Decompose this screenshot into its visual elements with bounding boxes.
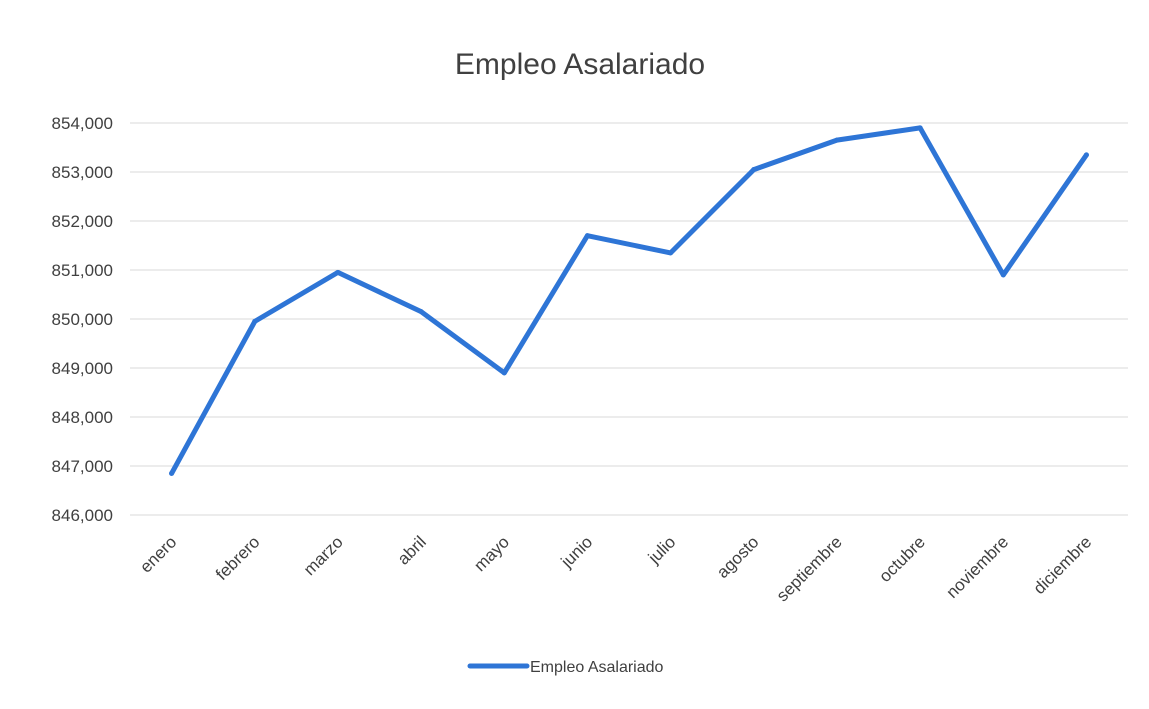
data-point: [335, 269, 341, 275]
chart-title: Empleo Asalariado: [455, 48, 705, 81]
x-tick-label: julio: [644, 532, 680, 568]
x-tick-label: septiembre: [773, 532, 846, 605]
x-tick-label: abril: [394, 532, 430, 568]
data-point: [418, 309, 424, 315]
data-point: [1083, 152, 1089, 158]
x-tick-label: mayo: [470, 532, 513, 575]
y-tick-label: 848,000: [52, 408, 113, 427]
x-tick-label: febrero: [212, 532, 264, 584]
x-axis-tick-labels: enero febrero marzo abril mayo junio julio agos…: [136, 532, 1095, 605]
y-tick-label: 847,000: [52, 457, 113, 476]
x-tick-label: diciembre: [1030, 532, 1096, 598]
y-tick-label: 850,000: [52, 310, 113, 329]
legend: Empleo Asalariado: [467, 659, 664, 676]
x-tick-label: enero: [136, 532, 180, 576]
series-line-empleo-asalariado: [169, 125, 1089, 476]
x-tick-label: agosto: [713, 532, 763, 582]
y-tick-label: 853,000: [52, 163, 113, 182]
y-tick-label: 851,000: [52, 261, 113, 280]
x-tick-label: octubre: [875, 532, 929, 586]
data-point: [917, 125, 923, 131]
data-point: [584, 233, 590, 239]
series-lines: [169, 125, 1089, 476]
data-point: [668, 250, 674, 256]
y-tick-label: 852,000: [52, 212, 113, 231]
y-axis-tick-labels: 854,000 853,000 852,000 851,000 850,000 849,0…: [52, 114, 113, 525]
gridlines: [130, 122, 1128, 516]
y-tick-label: 849,000: [52, 359, 113, 378]
y-tick-label: 846,000: [52, 506, 113, 525]
data-point: [169, 470, 175, 476]
data-point: [834, 137, 840, 143]
legend-label-empleo-asalariado: Empleo Asalariado: [530, 659, 664, 676]
x-tick-label: junio: [557, 532, 597, 572]
data-point: [751, 167, 757, 173]
data-point: [501, 370, 507, 376]
data-point: [1000, 272, 1006, 278]
y-tick-label: 854,000: [52, 114, 113, 133]
x-tick-label: noviembre: [943, 532, 1013, 602]
data-point: [252, 318, 258, 324]
x-tick-label: marzo: [300, 532, 347, 579]
